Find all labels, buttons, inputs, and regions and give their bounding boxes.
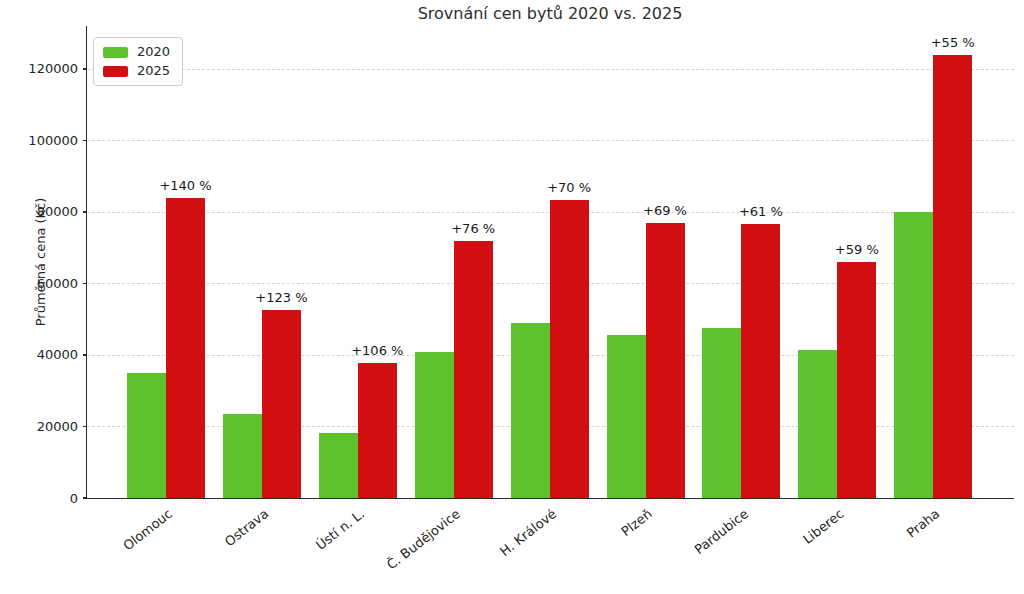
annotation-5: +69 % — [643, 203, 687, 218]
bar-2020-2 — [319, 433, 358, 498]
gridline-120000 — [87, 69, 1014, 70]
legend-item-2020: 2020 — [103, 45, 170, 59]
annotation-8: +55 % — [931, 35, 975, 50]
bar-2025-4 — [550, 200, 589, 498]
bar-2020-1 — [223, 414, 262, 498]
y-tick-label-120000: 120000 — [28, 60, 78, 77]
bar-2025-7 — [837, 262, 876, 498]
bar-2025-1 — [262, 310, 301, 498]
y-tick-label-80000: 80000 — [37, 203, 78, 220]
annotation-3: +76 % — [451, 221, 495, 236]
x-tick-label-8: Praha — [904, 506, 943, 541]
legend-label-2025: 2025 — [137, 64, 170, 78]
x-tick-label-7: Liberec — [800, 506, 847, 547]
y-tick-label-20000: 20000 — [37, 418, 78, 435]
bar-2025-2 — [358, 363, 397, 498]
annotation-4: +70 % — [547, 180, 591, 195]
y-tick-label-0: 0 — [70, 490, 78, 507]
bar-2020-0 — [127, 373, 166, 498]
legend: 2020 2025 — [93, 37, 183, 86]
annotation-0: +140 % — [159, 178, 211, 193]
x-axis-spine — [86, 498, 1014, 499]
gridline-100000 — [87, 140, 1014, 141]
bar-2025-5 — [646, 223, 685, 498]
bar-2025-8 — [933, 55, 972, 498]
y-tick-label-100000: 100000 — [28, 132, 78, 149]
bar-2025-3 — [454, 241, 493, 498]
bar-2020-5 — [607, 335, 646, 498]
x-tick-label-4: H. Králové — [497, 506, 559, 559]
bar-2020-3 — [415, 352, 454, 498]
x-tick-label-0: Olomouc — [120, 506, 175, 553]
legend-label-2020: 2020 — [137, 45, 170, 59]
legend-item-2025: 2025 — [103, 64, 170, 78]
legend-swatch-2025 — [103, 66, 128, 77]
y-tick-label-40000: 40000 — [37, 346, 78, 363]
chart-title: Srovnání cen bytů 2020 vs. 2025 — [418, 4, 683, 23]
annotation-6: +61 % — [739, 204, 783, 219]
annotation-2: +106 % — [351, 343, 403, 358]
y-tick-label-60000: 60000 — [37, 275, 78, 292]
annotation-1: +123 % — [255, 290, 307, 305]
bar-2020-7 — [798, 350, 837, 498]
bar-2025-0 — [166, 198, 205, 498]
x-tick-label-1: Ostrava — [222, 506, 271, 549]
bar-2025-6 — [741, 224, 780, 498]
bar-2020-6 — [702, 328, 741, 498]
x-tick-label-5: Plzeň — [618, 506, 654, 539]
annotation-7: +59 % — [835, 242, 879, 257]
figure: Srovnání cen bytů 2020 vs. 2025 Průměrná… — [0, 0, 1024, 594]
bar-2020-8 — [894, 212, 933, 498]
plot-area: +140 % +123 % +106 % +76 % +70 % +69 % +61 % +5… — [87, 26, 1014, 498]
x-tick-label-2: Ústí n. L. — [313, 506, 367, 553]
y-axis-spine — [86, 26, 87, 498]
legend-swatch-2020 — [103, 47, 128, 58]
x-tick-label-6: Pardubice — [691, 506, 751, 557]
bar-2020-4 — [511, 323, 550, 498]
x-tick-label-3: Č. Budějovice — [384, 506, 463, 572]
